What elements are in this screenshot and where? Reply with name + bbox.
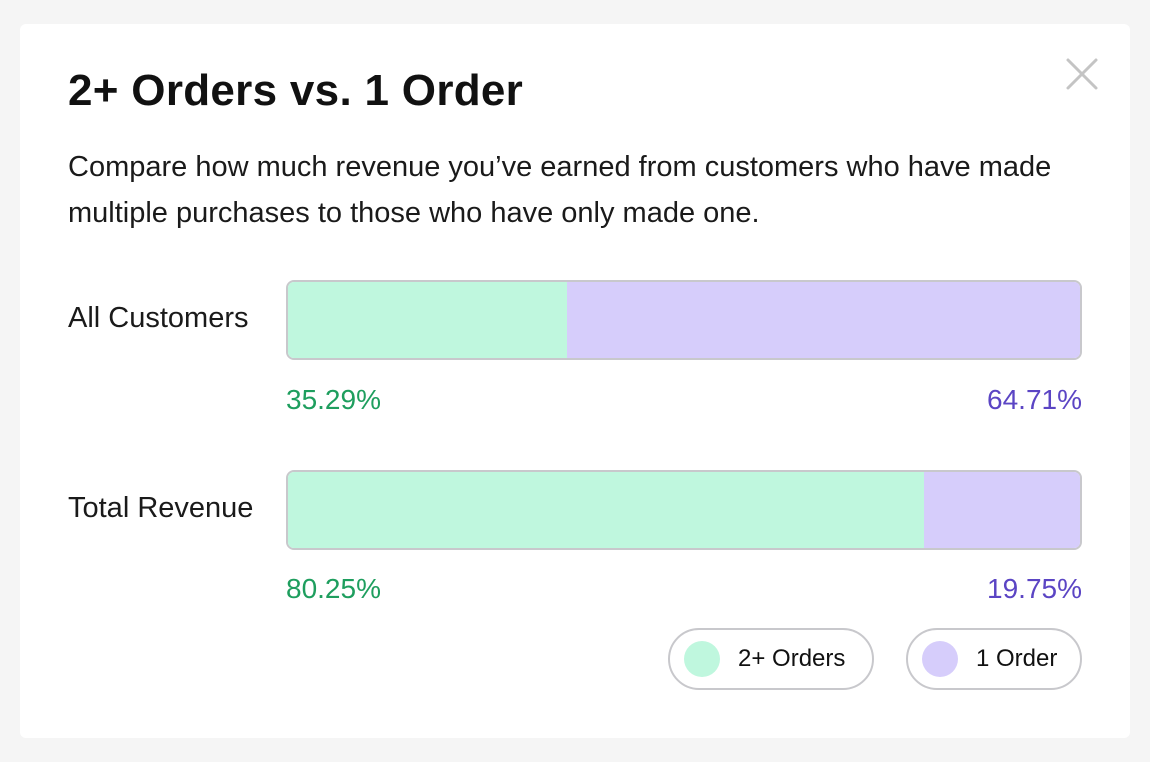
legend-label-1-order: 1 Order	[976, 645, 1058, 672]
legend-swatch-1-order	[922, 641, 958, 677]
close-button[interactable]	[1062, 54, 1102, 94]
value-label-all-customers-2plus-orders: 35.29%	[286, 384, 381, 415]
legend-item-2plus-orders[interactable]: 2+ Orders	[668, 628, 874, 690]
legend-item-1-order[interactable]: 1 Order	[906, 628, 1082, 690]
legend-label-2plus-orders: 2+ Orders	[738, 645, 846, 672]
legend-swatch-2plus-orders	[684, 641, 720, 677]
dialog-subtitle: Compare how much revenue you’ve earned f…	[68, 151, 1052, 229]
value-label-total-revenue-2plus-orders: 80.25%	[286, 573, 381, 604]
bar-total-revenue	[286, 470, 1082, 550]
dialog-title: 2+ Orders vs. 1 Order	[68, 66, 524, 115]
bar-segment-total-revenue-1-order	[923, 472, 1080, 548]
bar-all-customers	[286, 280, 1082, 360]
bar-segment-all-customers-1-order	[567, 282, 1080, 358]
close-icon	[1066, 58, 1098, 90]
bar-segment-total-revenue-2plus-orders	[288, 472, 924, 548]
value-label-total-revenue-1-order: 19.75%	[987, 573, 1082, 604]
chart-dialog: 2+ Orders vs. 1 Order Compare how much r…	[20, 24, 1130, 738]
category-label-total-revenue: Total Revenue	[68, 492, 254, 524]
bar-segment-all-customers-2plus-orders	[288, 282, 568, 358]
value-label-all-customers-1-order: 64.71%	[987, 384, 1082, 415]
category-label-all-customers: All Customers	[68, 302, 249, 334]
